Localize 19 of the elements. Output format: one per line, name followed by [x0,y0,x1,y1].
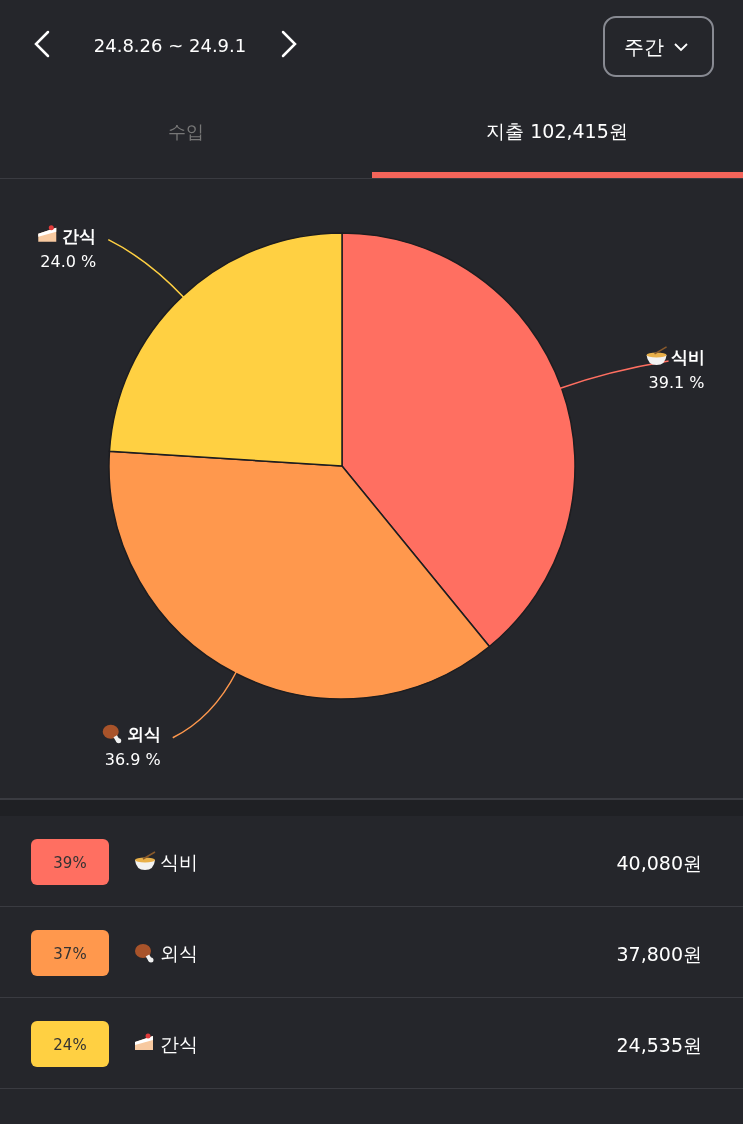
slice-label: 식비 [670,346,705,367]
text: 24% [53,1036,87,1054]
text: 37% [53,945,87,963]
data-label: 36.9 % [104,749,161,769]
category-label: 식비 [160,851,198,873]
text: 지출 102,415원 [486,120,628,142]
text: 39% [53,854,87,872]
text: 24,535원 [616,1034,702,1056]
data-label: 24.0 % [40,251,97,271]
slice-label: 외식 [126,723,161,744]
text: 40,080원 [616,852,702,874]
category-label: 외식 [160,942,198,964]
text: 24.8.26 ~ 24.9.1 [93,35,247,56]
slice-label: 간식 [62,225,97,246]
text: 수입 [168,121,204,142]
data-label: 39.1 % [648,372,705,392]
text: 37,800원 [616,943,702,965]
text: 주간 [624,35,664,59]
category-label: 간식 [160,1033,198,1055]
